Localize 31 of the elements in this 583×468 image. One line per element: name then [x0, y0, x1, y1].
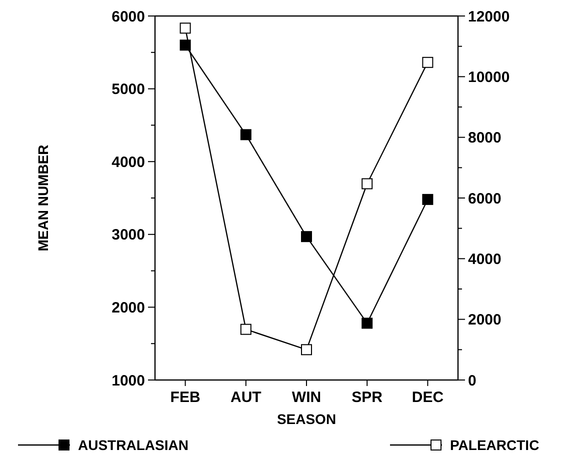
point: [362, 318, 373, 329]
x-tick-label: DEC: [412, 389, 444, 406]
y2-tick-label: 4000: [468, 250, 502, 268]
x-tick-label: FEB: [170, 389, 200, 406]
point: [240, 129, 252, 140]
y2-tick-label: 10000: [468, 68, 510, 86]
legend-label: PALEARCTIC: [450, 436, 540, 453]
point: [422, 194, 434, 205]
y2-tick-label: 12000: [468, 8, 510, 26]
y-tick-label: 2000: [112, 299, 145, 316]
point: [180, 22, 191, 34]
x-axis-title: SEASON: [276, 411, 336, 427]
y-tick-label: 3000: [112, 226, 145, 244]
y-axis-title: MEAN NUMBER: [35, 144, 51, 252]
y-tick-label: 5000: [112, 81, 145, 98]
x-tick-label: AUT: [230, 389, 262, 406]
x-tick-label: SPR: [352, 389, 383, 406]
point: [240, 324, 252, 335]
legend-label: AUSTRALASIAN: [78, 436, 188, 453]
y-tick-label: 1000: [112, 372, 145, 390]
y2-tick-label: 0: [468, 372, 476, 390]
point: [301, 231, 312, 242]
point: [362, 178, 373, 190]
y2-tick-label: 6000: [468, 190, 502, 208]
y-tick-label: 6000: [112, 8, 145, 26]
y2-tick-label: 2000: [468, 312, 502, 329]
point: [301, 344, 312, 356]
x-tick-label: WIN: [292, 389, 322, 406]
y2-tick-label: 8000: [468, 130, 502, 147]
point: [422, 56, 434, 68]
y-tick-label: 4000: [112, 154, 145, 171]
